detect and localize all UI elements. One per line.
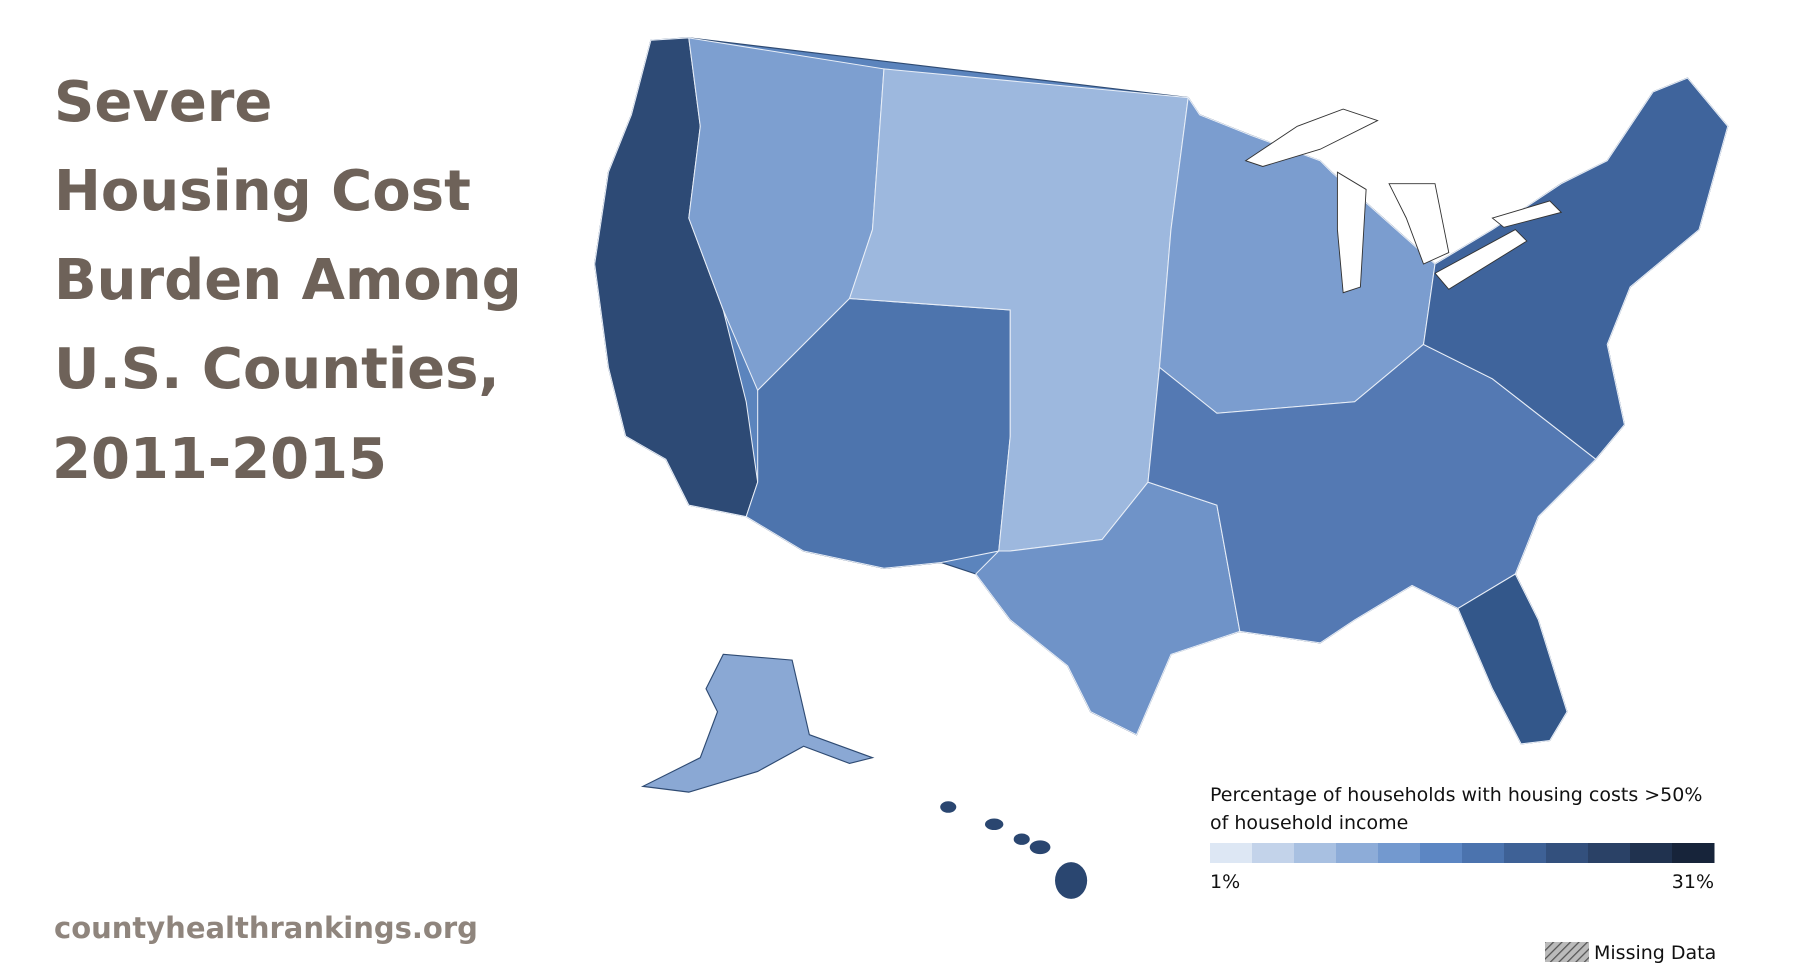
lake: [1244, 108, 1379, 167]
lake: [1336, 171, 1367, 294]
region-florida: [1457, 573, 1568, 745]
legend-swatch: [1336, 843, 1379, 863]
legend-swatch: [1588, 843, 1631, 863]
lake: [1491, 200, 1563, 228]
missing-swatch: [1545, 942, 1589, 962]
legend: Percentage of households with housing co…: [1210, 784, 1716, 964]
lake: [1434, 229, 1528, 290]
island: [1029, 840, 1051, 855]
legend-swatch: [1630, 843, 1673, 863]
title-line: Burden Among: [54, 248, 522, 313]
legend-swatch: [1252, 843, 1295, 863]
title-line: U.S. Counties,: [54, 337, 500, 402]
island: [984, 818, 1004, 831]
legend-swatch: [1378, 843, 1421, 863]
island: [940, 801, 957, 813]
legend-swatch: [1294, 843, 1337, 863]
title-line: 2011-2015: [52, 427, 387, 492]
alaska: [640, 653, 875, 793]
island: [1013, 833, 1030, 845]
legend-tick-label: 1%: [1210, 871, 1240, 893]
legend-swatch: [1210, 843, 1253, 863]
title-line: Housing Cost: [54, 159, 471, 224]
island: [1055, 862, 1088, 899]
legend-swatch: [1546, 843, 1589, 863]
legend-swatch: [1672, 843, 1715, 863]
great-lakes: [1244, 108, 1563, 294]
legend-title: Percentage of households with housing co…: [1210, 784, 1702, 806]
legend-tick-label: 31%: [1672, 871, 1714, 893]
region-southwest: [745, 297, 1011, 569]
title-line: Severe: [54, 70, 272, 135]
title: Severe Housing Cost Burden Among U.S. Co…: [52, 70, 522, 492]
legend-swatch: [1420, 843, 1463, 863]
map: [594, 37, 1729, 899]
legend-swatch: [1462, 843, 1505, 863]
region-northeast: [1422, 77, 1729, 460]
legend-swatch: [1504, 843, 1547, 863]
source-url: countyhealthrankings.org: [54, 911, 478, 945]
lake: [1388, 183, 1450, 265]
missing-label: Missing Data: [1594, 942, 1716, 964]
legend-title: of household income: [1210, 812, 1408, 834]
hawaii: [940, 801, 1088, 899]
